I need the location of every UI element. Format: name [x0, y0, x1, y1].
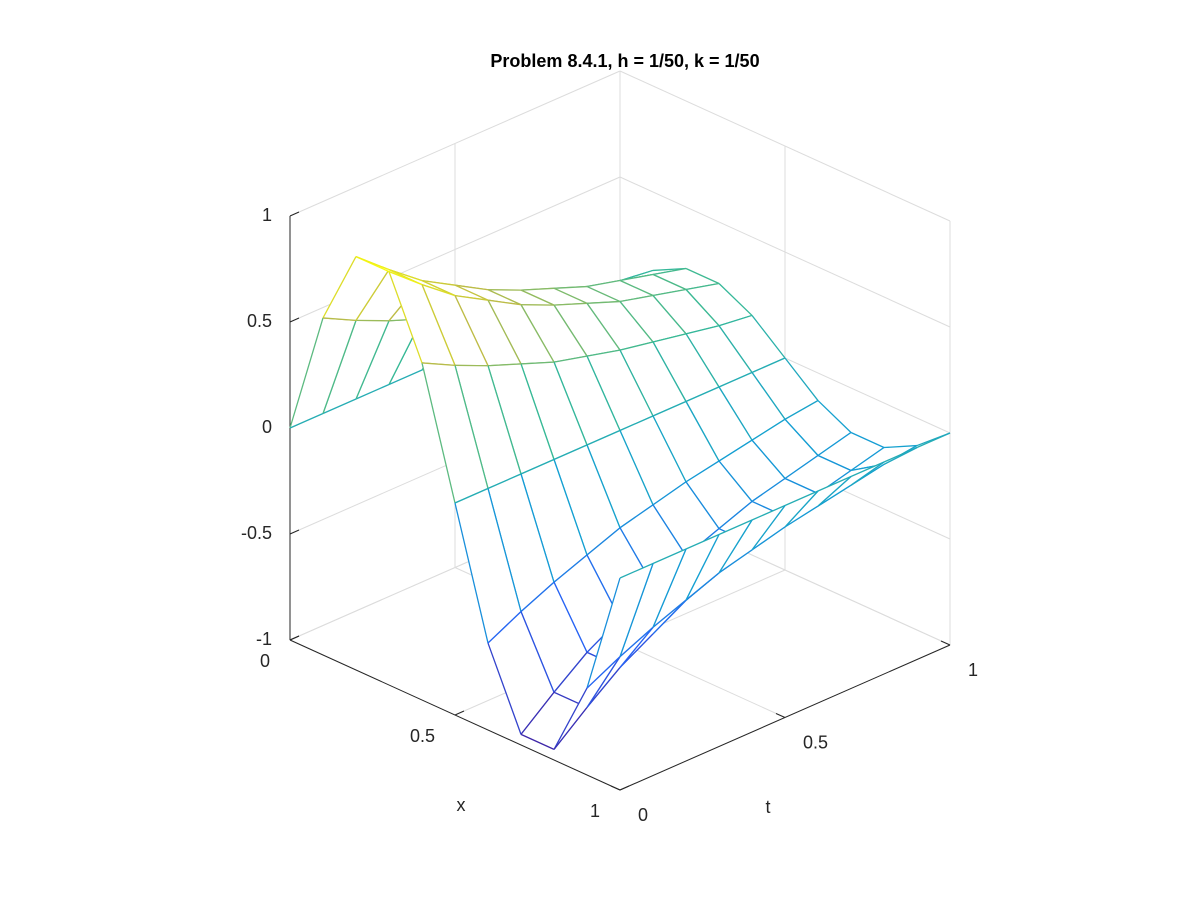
z-tick-label: 1 — [262, 205, 272, 225]
z-tick — [290, 212, 299, 216]
x-tick-label: 0 — [260, 651, 270, 671]
x-tick — [290, 636, 299, 640]
t-tick-label: 0.5 — [803, 732, 828, 752]
mesh-line — [917, 433, 950, 446]
x-tick-label: 0.5 — [410, 726, 435, 746]
z-tick-label: 0.5 — [247, 311, 272, 331]
t-tick — [776, 714, 785, 718]
z-tick-label: -1 — [256, 629, 272, 649]
t-tick-label: 0 — [638, 805, 648, 825]
t-tick — [941, 641, 950, 645]
x-axis-label: x — [457, 795, 466, 815]
t-axis-label: t — [765, 797, 770, 817]
z-tick-label: 0 — [262, 417, 272, 437]
chart-title: Problem 8.4.1, h = 1/50, k = 1/50 — [490, 51, 759, 71]
z-tick — [290, 318, 299, 322]
x-tick-label: 1 — [590, 801, 600, 821]
x-tick — [620, 786, 629, 790]
z-tick-label: -0.5 — [241, 523, 272, 543]
z-tick — [290, 530, 299, 534]
x-tick — [455, 711, 464, 715]
t-tick — [611, 786, 620, 790]
t-tick-label: 1 — [968, 660, 978, 680]
